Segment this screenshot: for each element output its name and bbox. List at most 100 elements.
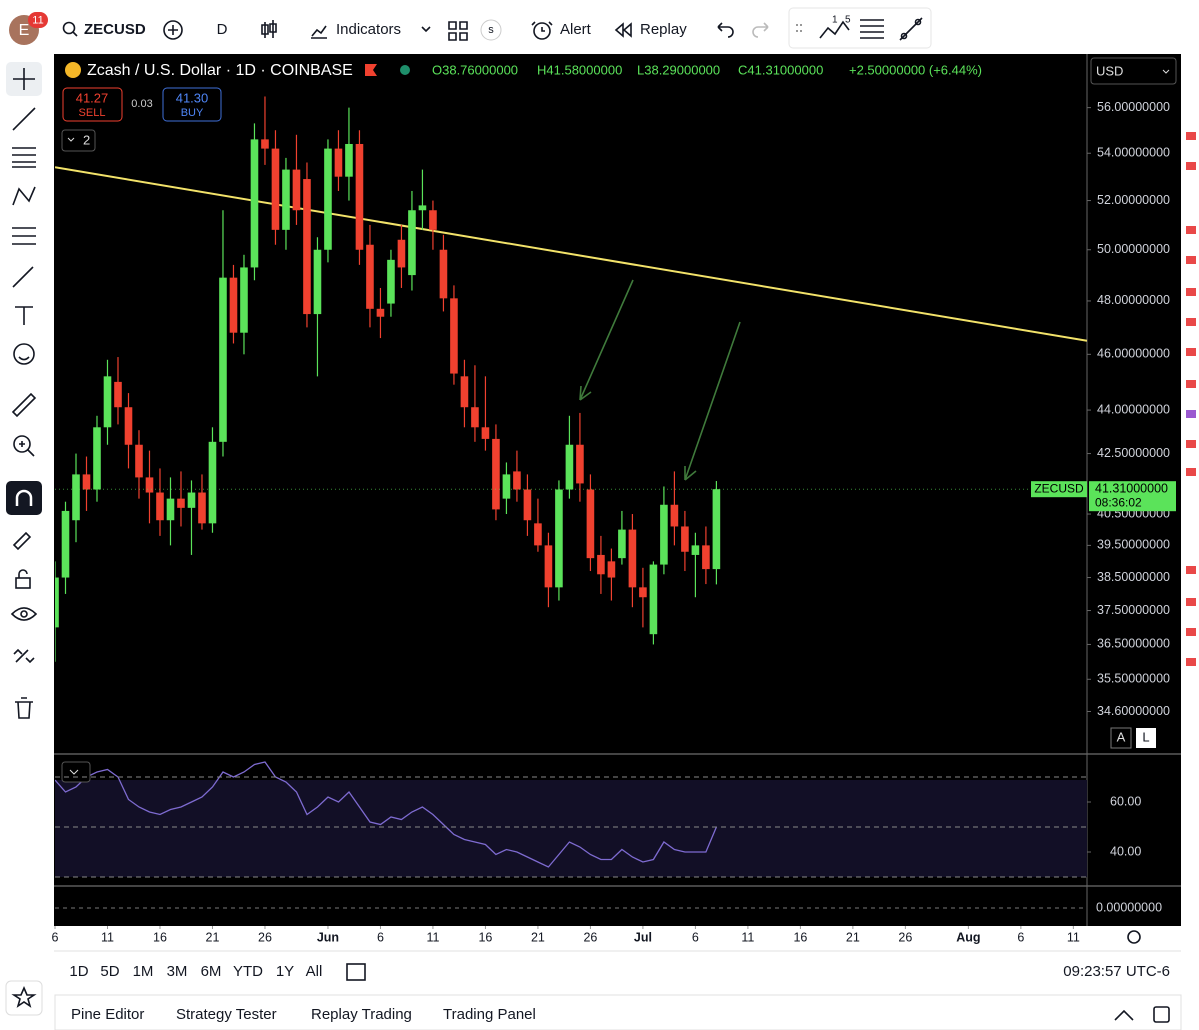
- s-circle[interactable]: [480, 19, 502, 41]
- add-symbol[interactable]: [163, 20, 183, 40]
- candle-body: [691, 545, 700, 555]
- ray-icon[interactable]: [899, 17, 923, 41]
- rsi-line: [55, 761, 717, 868]
- lock-draw[interactable]: [12, 531, 32, 551]
- redo[interactable]: [752, 22, 769, 38]
- candle-body: [334, 148, 343, 177]
- sell-button[interactable]: [62, 87, 123, 122]
- panel-tab[interactable]: Strategy Tester: [176, 1006, 277, 1023]
- candle-body: [145, 477, 154, 493]
- favorites-button[interactable]: [5, 980, 43, 1016]
- count-1: 1: [832, 15, 838, 26]
- panel-tab[interactable]: Trading Panel: [443, 1006, 536, 1023]
- fib-tool[interactable]: [12, 147, 36, 168]
- clock: 09:23:57 UTC-6: [1063, 963, 1170, 980]
- interval[interactable]: D: [217, 21, 228, 38]
- candle-body: [271, 148, 280, 230]
- lock-tool[interactable]: [15, 577, 31, 589]
- y-tick-label: 42.50000000: [1097, 446, 1170, 460]
- x-tick-label: 16: [478, 930, 492, 944]
- x-tick-label: Jul: [634, 930, 652, 944]
- zoom-tool[interactable]: [13, 435, 31, 453]
- measure-tool[interactable]: [11, 392, 37, 418]
- time-axis: [54, 926, 1181, 950]
- indicators-button[interactable]: Indicators: [336, 21, 401, 38]
- x-tick-label: 6: [52, 930, 59, 944]
- x-tick-label: 11: [741, 930, 754, 944]
- buy-label: BUY: [181, 107, 204, 119]
- candle-body: [670, 504, 679, 527]
- x-tick-label: 21: [531, 930, 545, 944]
- forecast-tool[interactable]: [12, 227, 36, 245]
- panel-tab[interactable]: Replay Trading: [311, 1006, 412, 1023]
- candle-body: [198, 492, 206, 524]
- x-tick-label: Jun: [317, 930, 339, 944]
- y-tick-label: 35.50000000: [1097, 672, 1170, 686]
- candle-body: [103, 376, 112, 428]
- candle-body: [324, 148, 332, 250]
- buy-button[interactable]: [162, 87, 222, 122]
- timeframe-button[interactable]: YTD: [233, 963, 263, 980]
- x-tick-label: 16: [793, 930, 807, 944]
- sell-price: 41.27: [76, 90, 109, 105]
- brush-tool[interactable]: [12, 266, 34, 288]
- text-tool[interactable]: [15, 306, 33, 325]
- timeframe-button[interactable]: 6M: [201, 963, 222, 980]
- emoji-tool[interactable]: [13, 343, 35, 365]
- timeframe-button[interactable]: 1M: [133, 963, 154, 980]
- alert-button[interactable]: Alert: [560, 21, 592, 38]
- replay-button[interactable]: Replay: [640, 21, 687, 38]
- candle-body: [481, 427, 490, 439]
- candle-body: [460, 376, 469, 408]
- fib-icon[interactable]: [860, 19, 884, 39]
- timeframe-button[interactable]: All: [306, 963, 323, 980]
- collapse-panel[interactable]: [1114, 1009, 1134, 1021]
- candle-body: [439, 249, 448, 299]
- timeframe-button[interactable]: 1D: [69, 963, 88, 980]
- auto-scale[interactable]: [1110, 727, 1132, 749]
- x-tick-label: 16: [153, 930, 167, 944]
- y-tick-label: 36.50000000: [1097, 637, 1170, 651]
- y-tick-label: 56.00000000: [1097, 100, 1170, 114]
- candle-body: [565, 444, 574, 490]
- link-tool[interactable]: [13, 648, 35, 664]
- log-scale[interactable]: [1136, 728, 1156, 748]
- symbol[interactable]: ZECUSD: [84, 21, 146, 38]
- maximize-panel[interactable]: [1153, 1006, 1170, 1023]
- timeframe-button[interactable]: 5D: [100, 963, 119, 980]
- path-icon[interactable]: [819, 20, 850, 39]
- visibility-tool[interactable]: [10, 607, 38, 621]
- candle-body: [93, 427, 101, 490]
- timeframe-button[interactable]: 3M: [167, 963, 188, 980]
- candle-body: [240, 267, 248, 333]
- templates-icon[interactable]: [448, 21, 468, 41]
- magnet-button[interactable]: [6, 481, 42, 515]
- candle-body: [418, 205, 427, 211]
- chart-type-icon[interactable]: [261, 20, 277, 38]
- pattern-tool[interactable]: [12, 186, 36, 206]
- candle-body: [450, 298, 458, 374]
- delete-tool[interactable]: [15, 697, 33, 719]
- price-marker-price: 41.31000000: [1095, 481, 1168, 495]
- candle-body: [712, 489, 721, 570]
- y-tick-label: 48.00000000: [1097, 293, 1170, 307]
- indicators-toggle[interactable]: [61, 129, 96, 152]
- price-marker-symbol: ZECUSD: [1034, 481, 1084, 495]
- trend-tool[interactable]: [12, 107, 36, 131]
- arrow-drawing[interactable]: [579, 279, 634, 401]
- x-tick-label: 26: [258, 930, 272, 944]
- date-range-icon[interactable]: [346, 963, 366, 981]
- undo[interactable]: [717, 22, 734, 38]
- arrow-drawing[interactable]: [684, 321, 741, 481]
- buy-price: 41.30: [176, 90, 209, 105]
- x-tick-label: Aug: [956, 930, 980, 944]
- flag[interactable]: [365, 64, 377, 76]
- currency-select[interactable]: [1090, 57, 1177, 85]
- macd-tick-label: 0.00000000: [1096, 900, 1162, 914]
- panel-tab[interactable]: Pine Editor: [71, 1006, 144, 1023]
- sell-label: SELL: [79, 107, 106, 119]
- settings-icon[interactable]: [1127, 930, 1141, 944]
- candle-body: [366, 244, 374, 309]
- timeframe-button[interactable]: 1Y: [276, 963, 294, 980]
- rsi-band: [55, 780, 1087, 877]
